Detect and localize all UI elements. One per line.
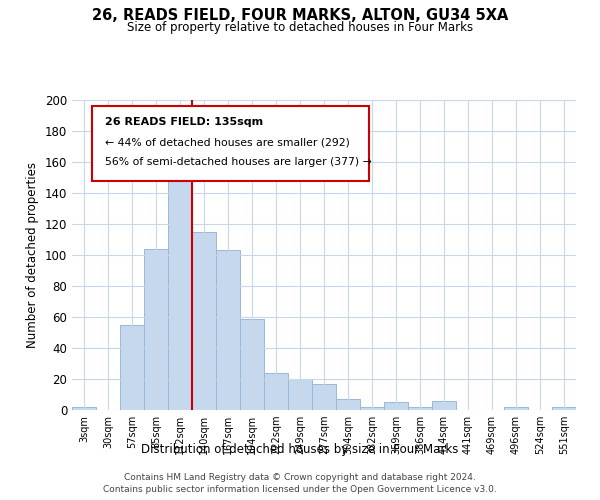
Bar (72, 407, 96, 410)
Bar (552, 407, 576, 410)
Bar (312, 384, 336, 410)
Text: Size of property relative to detached houses in Four Marks: Size of property relative to detached ho… (127, 21, 473, 34)
Text: Distribution of detached houses by size in Four Marks: Distribution of detached houses by size … (142, 442, 458, 456)
Bar (384, 402, 408, 410)
Bar (216, 250, 240, 410)
Bar (120, 325, 144, 410)
Text: ← 44% of detached houses are smaller (292): ← 44% of detached houses are smaller (29… (105, 137, 350, 147)
Bar (264, 373, 288, 410)
Bar (408, 407, 432, 410)
Text: Contains public sector information licensed under the Open Government Licence v3: Contains public sector information licen… (103, 485, 497, 494)
Bar (360, 407, 384, 410)
Bar (192, 232, 216, 410)
Bar (144, 249, 168, 410)
Text: Contains HM Land Registry data © Crown copyright and database right 2024.: Contains HM Land Registry data © Crown c… (124, 472, 476, 482)
Bar (240, 318, 264, 410)
Bar (168, 165, 192, 410)
Bar (504, 407, 528, 410)
Bar (432, 400, 456, 410)
Y-axis label: Number of detached properties: Number of detached properties (26, 162, 39, 348)
FancyBboxPatch shape (92, 106, 370, 180)
Bar (288, 379, 312, 410)
Text: 56% of semi-detached houses are larger (377) →: 56% of semi-detached houses are larger (… (105, 158, 371, 168)
Text: 26, READS FIELD, FOUR MARKS, ALTON, GU34 5XA: 26, READS FIELD, FOUR MARKS, ALTON, GU34… (92, 8, 508, 22)
Bar (336, 399, 360, 410)
Text: 26 READS FIELD: 135sqm: 26 READS FIELD: 135sqm (105, 117, 263, 127)
